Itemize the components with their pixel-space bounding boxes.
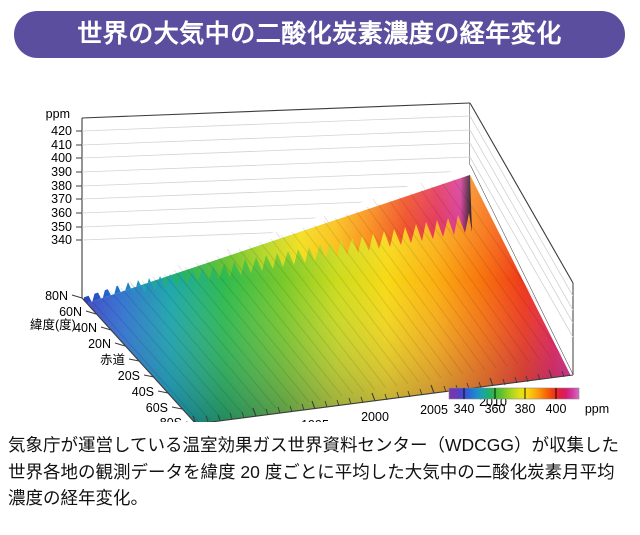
colorbar-gradient [448, 387, 580, 400]
figure-caption: 気象庁が運営している温室効果ガス世界資料センター（WDCGG）が収集した世界各地… [8, 432, 632, 512]
y-tick-60s: 60S [146, 401, 168, 415]
z-axis-ticks [76, 130, 82, 241]
y-tick-40n: 40N [74, 321, 97, 335]
x-axis-minor-ticks [205, 370, 565, 422]
co2-surface [82, 175, 573, 422]
colorbar-tick-380: 380 [515, 402, 536, 416]
colorbar: 340 360 380 400 ppm [448, 387, 609, 416]
y-tick-40s: 40S [132, 385, 154, 399]
y-tick-20n: 20N [88, 337, 111, 351]
z-tick-360: 360 [51, 206, 72, 220]
colorbar-tick-340: 340 [454, 402, 475, 416]
x-tick-2000: 2000 [361, 410, 389, 422]
x-tick-2005: 2005 [420, 403, 448, 417]
z-tick-420: 420 [51, 124, 72, 138]
page-title: 世界の大気中の二酸化炭素濃度の経年変化 [77, 20, 562, 48]
title-banner: 世界の大気中の二酸化炭素濃度の経年変化 [14, 11, 625, 58]
co2-surface-figure: ppm 420 410 400 390 380 370 360 350 340 [0, 62, 640, 422]
z-tick-400: 400 [51, 151, 72, 165]
y-tick-80s: 80S [160, 416, 182, 422]
y-tick-60n: 60N [59, 305, 82, 319]
y-tick-equator: 赤道 [100, 353, 126, 367]
z-tick-370: 370 [51, 192, 72, 206]
y-axis-latitude: 80N 60N 40N 20N 赤道 20S 40S 60S 80S 緯度(度) [30, 289, 195, 422]
right-wall-gridlines [469, 115, 574, 338]
y-tick-80n: 80N [45, 289, 68, 303]
z-axis: ppm 420 410 400 390 380 370 360 350 340 [46, 107, 82, 247]
y-axis-ticks [71, 294, 189, 422]
caption-text: 気象庁が運営している温室効果ガス世界資料センター（WDCGG）が収集した世界各地… [8, 435, 619, 509]
surface-plot-svg: ppm 420 410 400 390 380 370 360 350 340 [30, 102, 609, 422]
x-tick-1995: 1995 [301, 418, 329, 422]
z-tick-380: 380 [51, 179, 72, 193]
colorbar-tick-360: 360 [485, 402, 506, 416]
z-tick-340: 340 [51, 233, 72, 247]
z-tick-350: 350 [51, 220, 72, 234]
colorbar-tick-400: 400 [546, 402, 567, 416]
x-axis-major-ticks [192, 369, 553, 422]
z-axis-unit-label: ppm [46, 107, 70, 121]
z-tick-390: 390 [51, 165, 72, 179]
colorbar-ticks [463, 388, 557, 399]
z-tick-410: 410 [51, 138, 72, 152]
y-axis-label: 緯度(度) [30, 317, 76, 332]
colorbar-unit-label: ppm [585, 402, 609, 416]
y-tick-20s: 20S [118, 369, 140, 383]
